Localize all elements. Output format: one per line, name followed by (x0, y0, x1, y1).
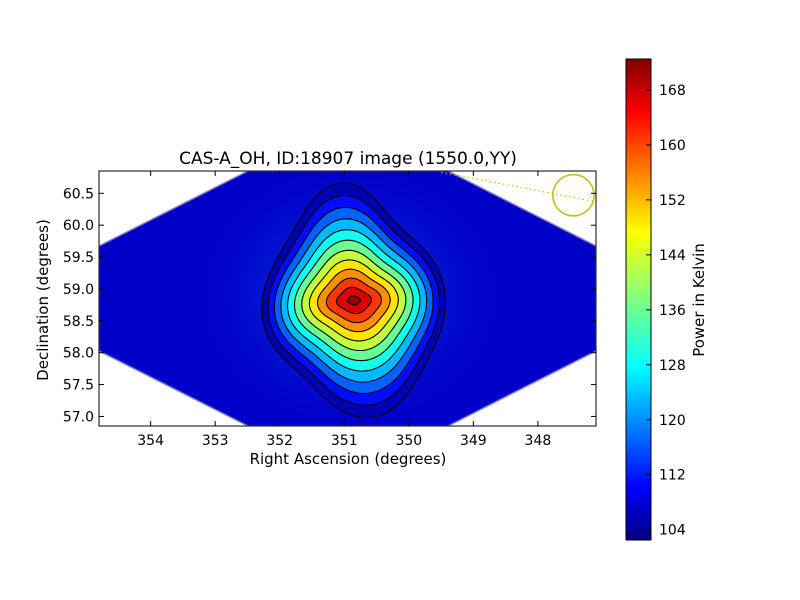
colorbar: 104 112 120 128 136 144 152 160 168 Power in Kel… (625, 58, 708, 541)
contour-line (346, 295, 362, 306)
x-tick-label: 350 (395, 433, 422, 449)
y-tick-label: 59.5 (63, 250, 94, 266)
y-tick-label: 59.0 (63, 282, 94, 298)
x-axis: 354 353 352 351 350 349 348 (137, 171, 551, 449)
plot-frame (98, 170, 597, 427)
x-tick-label: 354 (137, 433, 164, 449)
contour-line (325, 277, 382, 324)
x-tick-label: 353 (202, 433, 229, 449)
colorbar-tick-label: 152 (659, 193, 686, 209)
contour-line (280, 218, 428, 383)
y-tick-label: 58.0 (63, 346, 94, 362)
contour-line (293, 239, 414, 362)
colorbar-tick-label: 112 (659, 468, 686, 484)
contour-line (335, 286, 372, 315)
contour-line (261, 182, 447, 419)
colorbar-gradient-bar (625, 58, 652, 541)
x-tick-label: 348 (525, 433, 552, 449)
colorbar-tick-label: 128 (659, 358, 686, 374)
y-axis: 57.0 57.5 58.0 58.5 59.0 59.5 60.0 60.5 (63, 186, 596, 425)
colorbar-tick-label: 168 (659, 83, 686, 99)
colorbar-tick-label: 104 (659, 523, 686, 539)
y-tick-label: 60.0 (63, 218, 94, 234)
colorbar-tick-label: 120 (659, 413, 686, 429)
y-axis-label: Declination (degrees) (34, 219, 52, 381)
contour-line (273, 206, 434, 395)
y-tick-label: 58.5 (63, 314, 94, 330)
y-tick-label: 57.0 (63, 409, 94, 425)
beam-pointer-line (440, 171, 595, 203)
contour-lines (261, 182, 447, 419)
x-tick-label: 351 (331, 433, 358, 449)
colorbar-ticks: 104 112 120 128 136 144 152 160 168 (646, 83, 686, 539)
chart-title: CAS-A_OH, ID:18907 image (1550.0,YY) (179, 149, 517, 169)
plot-area (99, 171, 596, 426)
contour-line (286, 229, 421, 372)
contour-line (308, 259, 399, 342)
x-tick-label: 352 (266, 433, 293, 449)
beam-marker (552, 173, 595, 217)
colorbar-label: Power in Kelvin (690, 243, 708, 357)
y-tick-label: 60.5 (63, 186, 94, 202)
colorbar-tick-label: 136 (659, 303, 686, 319)
x-axis-label: Right Ascension (degrees) (250, 450, 447, 468)
y-tick-label: 57.5 (63, 378, 94, 394)
colorbar-tick-label: 160 (659, 138, 686, 154)
contour-line (301, 249, 407, 352)
contour-line (267, 194, 440, 406)
colorbar-tick-label: 144 (659, 248, 686, 264)
x-tick-label: 349 (460, 433, 487, 449)
contour-fill (347, 295, 361, 306)
contour-line (316, 268, 391, 333)
